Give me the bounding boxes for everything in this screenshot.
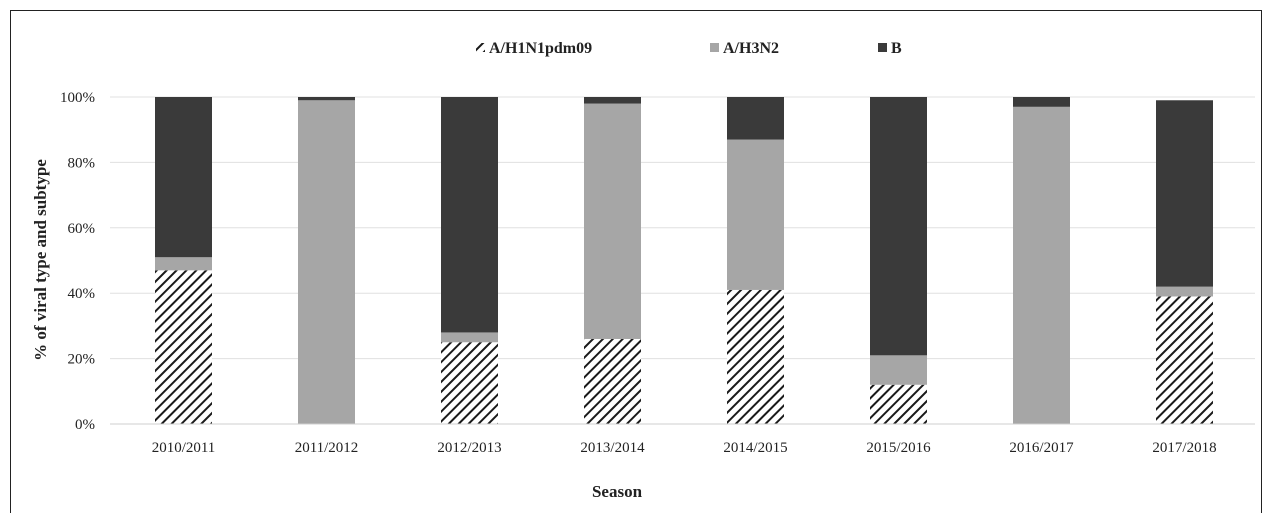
x-axis-title: Season [592,482,643,501]
legend-swatch [710,43,719,52]
x-tick-label: 2014/2015 [723,440,787,456]
bar-segment-b [727,97,784,140]
bar-segment-a-h3n2 [1156,286,1213,297]
x-tick-label: 2017/2018 [1152,440,1216,456]
bar-segment-a-h1n1pdm09 [155,270,212,424]
bar-segment-a-h3n2 [298,100,355,425]
bar-segment-a-h3n2 [584,103,641,339]
y-tick-label: 40% [68,286,96,302]
bar-segment-b [870,97,927,356]
legend: A/H1N1pdm09 A/H3N2 B [476,40,902,57]
y-tick-label: 100% [60,90,95,106]
grid-lines [110,96,1255,360]
x-tick-label: 2016/2017 [1009,440,1074,456]
bar-segment-b [155,97,212,258]
bar-segment-a-h1n1pdm09 [870,384,927,424]
legend-swatch [476,43,485,52]
x-tick-label: 2012/2013 [437,440,501,456]
axes: 0% 20% 40% 60% 80% 100% 2010/2011 2011/2012 2012… [60,90,1255,456]
x-tick-label: 2015/2016 [866,440,931,456]
y-tick-label: 20% [68,352,96,368]
bar-segment-b [298,97,355,101]
y-tick-label: 0% [75,417,95,433]
y-axis-title: % of viral type and subtype [31,159,50,361]
bar-segment-a-h3n2 [870,355,927,385]
bar-segment-b [1013,97,1070,107]
bar-segment-a-h3n2 [441,332,498,343]
bar-segment-a-h3n2 [1013,106,1070,424]
bar-segment-b [584,97,641,104]
bar-segment-a-h3n2 [727,139,784,290]
bar-segment-b [1156,100,1213,287]
bar-segment-a-h1n1pdm09 [727,289,784,424]
x-tick-label: 2013/2014 [580,440,645,456]
bar-segment-a-h1n1pdm09 [584,338,641,424]
bar-segment-a-h1n1pdm09 [1156,296,1213,424]
bars [155,97,1213,425]
legend-label: A/H3N2 [723,40,779,57]
bar-segment-a-h3n2 [155,257,212,271]
x-tick-label: 2010/2011 [152,440,216,456]
y-tick-label: 60% [68,221,96,237]
bar-segment-a-h1n1pdm09 [441,342,498,424]
legend-label: A/H1N1pdm09 [489,40,592,57]
bar-segment-b [441,97,498,333]
y-tick-label: 80% [68,155,96,171]
legend-swatch [878,43,887,52]
x-tick-label: 2011/2012 [295,440,359,456]
legend-label: B [891,40,902,57]
